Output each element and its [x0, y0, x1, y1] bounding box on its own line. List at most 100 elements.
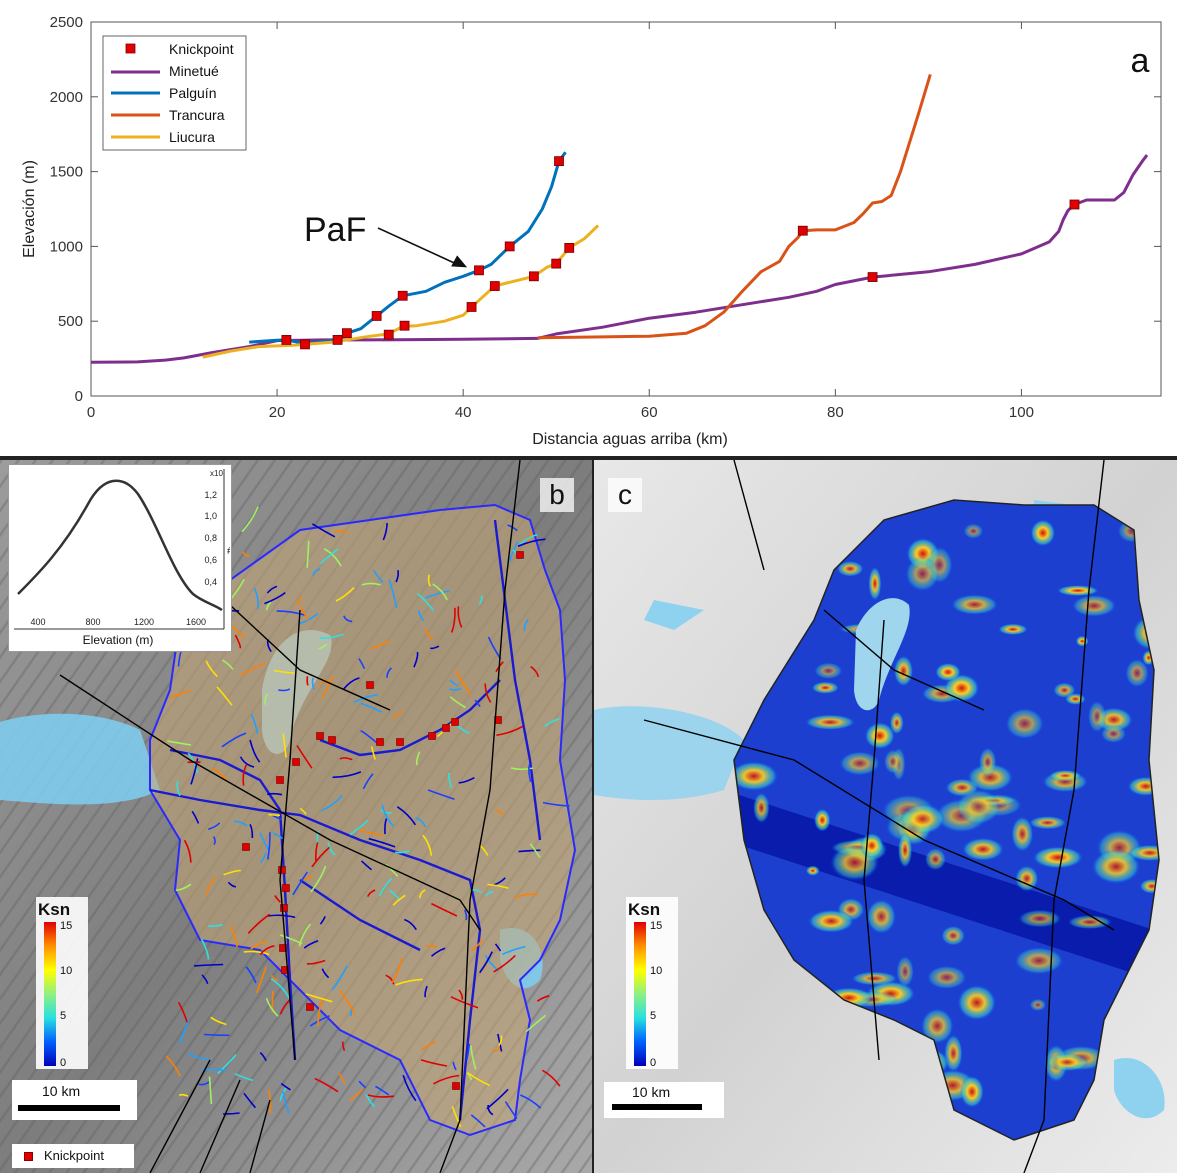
river-segment	[388, 579, 398, 608]
ksn-hotspot	[1018, 909, 1062, 928]
ksn-hotspot	[926, 965, 967, 990]
ksn-hotspot	[1125, 658, 1149, 688]
knickpoint-marker	[371, 311, 382, 321]
river-segment	[386, 667, 392, 678]
knickpoint-marker	[489, 281, 500, 291]
river-segment	[318, 643, 328, 650]
x-axis-label: Distancia aguas arriba (km)	[532, 431, 728, 448]
annotation-arrowhead	[451, 255, 468, 268]
river-segment	[303, 874, 314, 880]
knickpoint-marker	[366, 681, 374, 689]
river-segment	[312, 568, 321, 576]
y-tick-label: 1500	[50, 164, 83, 181]
y-tick-label: 2000	[50, 89, 83, 106]
knickpoint-marker	[797, 225, 808, 236]
river-segment	[542, 1069, 561, 1087]
basin-outline	[149, 503, 577, 1137]
river-segment	[306, 540, 310, 568]
river-segment	[542, 801, 570, 807]
river-segment	[272, 832, 283, 840]
ksn-hotspot	[896, 955, 914, 988]
river-segment	[303, 940, 319, 949]
fault-lines	[59, 460, 521, 1173]
ksn-hotspot	[998, 623, 1028, 635]
river-segment	[529, 843, 541, 858]
river-segment	[240, 662, 266, 677]
river-segment	[299, 807, 307, 815]
river-segment	[259, 832, 270, 852]
inset-ylabel: #	[227, 546, 230, 557]
river-segment	[514, 893, 539, 899]
river-segment	[391, 957, 403, 983]
river-segment	[430, 947, 446, 957]
legend-entry: Minetué	[169, 63, 219, 79]
river-segment	[208, 924, 223, 927]
knickpoint-legend-marker	[24, 1152, 33, 1161]
ksn-title: Ksn	[38, 900, 71, 919]
river-segment	[231, 625, 245, 639]
river-segment	[528, 763, 532, 783]
river-segment	[194, 963, 224, 967]
inset-ytick: 1,2	[204, 490, 217, 500]
river-segment	[241, 551, 250, 557]
inset-xlabel: Elevation (m)	[83, 633, 154, 647]
river-segment	[536, 994, 550, 1002]
river-segment	[422, 834, 433, 856]
river-segment	[222, 659, 234, 670]
river-segment	[282, 733, 287, 758]
river-segment	[498, 1035, 503, 1047]
knickpoint-marker	[474, 265, 484, 276]
panel-label-a: a	[1131, 42, 1150, 80]
river-trunk	[493, 519, 542, 841]
histogram-curve	[17, 479, 223, 612]
annotation-arrow	[377, 227, 456, 265]
river-segment	[299, 606, 309, 621]
river-segment	[479, 844, 489, 856]
river-segment	[502, 945, 526, 956]
river-segment	[457, 606, 463, 628]
river-segment	[544, 718, 560, 727]
knickpoint-marker	[276, 776, 284, 784]
river-segment	[484, 683, 492, 703]
knickpoint-marker	[292, 758, 300, 766]
ksn-hotspot	[889, 711, 904, 735]
river-segment	[250, 939, 268, 950]
inset-xtick: 400	[30, 617, 45, 627]
river-segment	[221, 732, 247, 748]
ksn-hotspot	[1015, 865, 1039, 892]
panel-divider-vertical	[591, 460, 595, 1173]
knickpoint-marker	[278, 866, 286, 874]
river-segment	[487, 1104, 494, 1116]
river-segment	[191, 810, 200, 824]
river-segment	[360, 860, 373, 871]
river-segment	[298, 923, 312, 947]
river-segment	[394, 850, 410, 854]
elevation-histogram-inset	[8, 464, 232, 652]
river-segment	[217, 1054, 237, 1075]
river-segment	[282, 1090, 290, 1114]
river-segment	[420, 1059, 448, 1067]
river-segment	[424, 985, 428, 998]
ksn-tick: 0	[60, 1057, 67, 1069]
river-segment	[382, 522, 388, 541]
river-segment	[450, 996, 479, 1009]
river-segment	[198, 1081, 210, 1086]
river-segment	[362, 773, 374, 790]
river-segment	[470, 1114, 486, 1128]
ksn-hotspot	[734, 761, 779, 791]
ksn-hotspot	[1100, 724, 1127, 743]
river-segment	[474, 699, 481, 707]
river-segment	[471, 938, 484, 952]
scale-bar-box	[12, 1080, 137, 1120]
river-segment	[466, 1043, 471, 1061]
ksn-hotspot	[1067, 915, 1113, 930]
river-segment	[212, 836, 216, 846]
knickpoint-marker	[504, 241, 515, 252]
knickpoint-marker	[280, 904, 288, 912]
river-segment	[266, 585, 278, 594]
river-segment	[255, 966, 267, 994]
ksn-hotspot	[967, 763, 1014, 792]
river-segment	[415, 817, 427, 828]
river-segment	[525, 1014, 547, 1033]
ksn-hotspot	[893, 655, 914, 687]
